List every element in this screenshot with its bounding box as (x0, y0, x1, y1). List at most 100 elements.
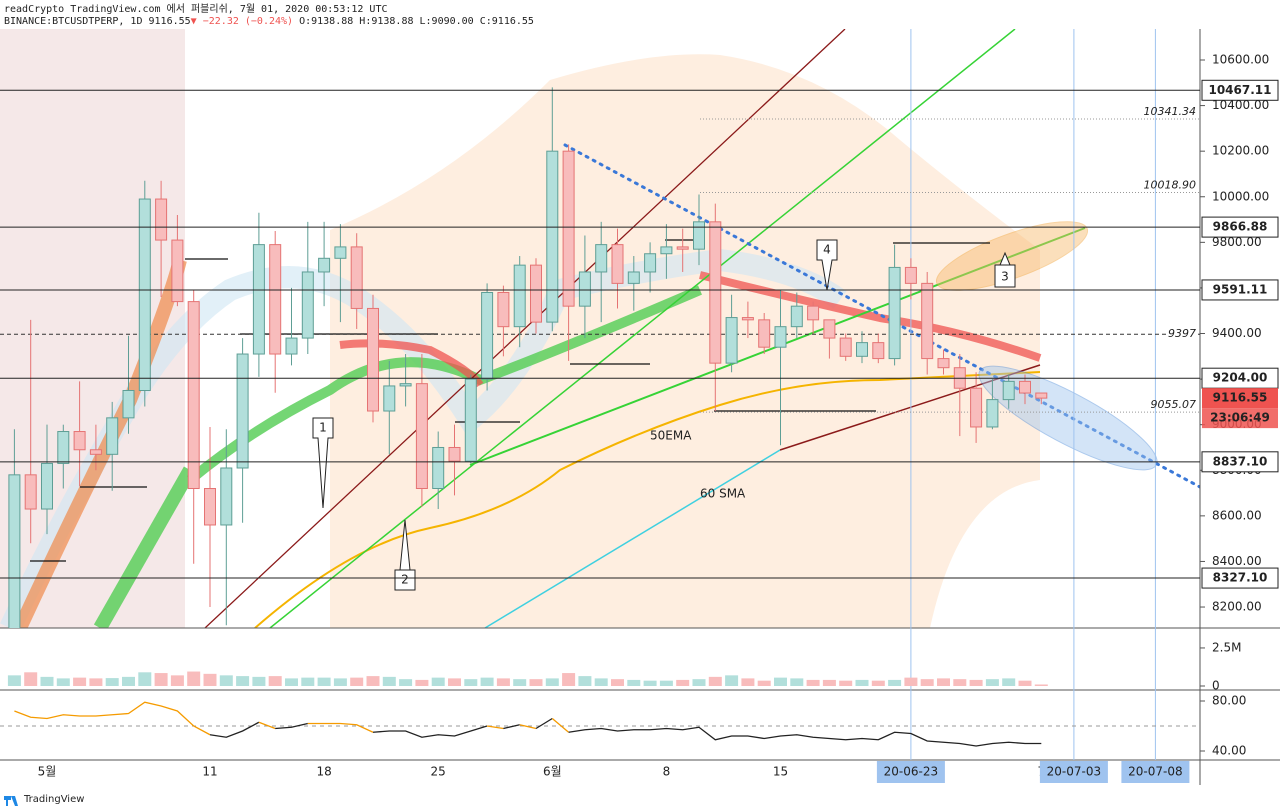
candle-body (627, 271, 640, 284)
volume-bar (464, 679, 478, 686)
candle-body (1035, 392, 1048, 399)
candle-body (122, 389, 135, 419)
volume-bar (578, 676, 592, 686)
rsi-line (551, 718, 570, 733)
volume-bar (448, 678, 461, 686)
candle-body (334, 246, 347, 259)
y-tick-label: 8400.00 (1212, 554, 1262, 568)
volume-bar (1002, 678, 1016, 686)
level-label: 9204.00 (1213, 371, 1268, 385)
volume-bar (822, 679, 836, 686)
candle-body (611, 244, 624, 284)
candle-body (513, 264, 526, 328)
x-tick-label: 11 (202, 765, 217, 779)
rsi-line (209, 721, 260, 738)
candle-body (138, 198, 151, 391)
last-price: 9116.55 23:06:49 (1202, 388, 1278, 429)
price-line-label: 9397 (1168, 327, 1196, 340)
candle-body (644, 253, 657, 273)
candle-body (24, 474, 37, 510)
candle-body (758, 319, 771, 348)
volume-bar (692, 679, 706, 686)
candle-body (448, 446, 461, 462)
candle-body (73, 431, 86, 451)
volume-bar (366, 676, 380, 686)
x-tick-label: 20-07-03 (1047, 765, 1101, 779)
callout: 1 (319, 421, 327, 435)
level-box (1201, 451, 1279, 473)
candle-body (155, 198, 168, 241)
volume-bar (203, 673, 217, 686)
volume-bar (969, 679, 983, 686)
x-tick-label: 20-06-23 (884, 765, 938, 779)
volume-bar (774, 677, 787, 686)
price-lines: 10341.34 10018.90 9397 9055.07 (0, 105, 1200, 413)
candles (8, 87, 1048, 628)
date-box (876, 761, 945, 783)
candle-body (546, 150, 559, 323)
candle-body (660, 246, 673, 255)
volume-bar (953, 679, 967, 686)
volume-bar (725, 675, 739, 686)
level-box (1201, 79, 1279, 101)
volume-bar (382, 676, 396, 686)
x-tick-label: 5월 (38, 765, 57, 779)
candle-body (530, 264, 542, 323)
candle-body (497, 291, 510, 328)
y-tick-label: 10200.00 (1212, 144, 1269, 158)
x-tick-label: 25 (431, 765, 446, 779)
volume-bar (122, 676, 135, 686)
volume-bar (138, 672, 152, 686)
volume-bar (920, 679, 934, 686)
candle-body (8, 474, 21, 628)
volume-bar (839, 680, 853, 686)
price-line-label: 10341.34 (1144, 105, 1197, 118)
rsi-line (487, 725, 504, 730)
candle-body (89, 449, 102, 455)
countdown: 23:06:49 (1210, 411, 1270, 425)
volume-bar (741, 678, 755, 686)
candle-body (106, 417, 119, 455)
candle-body (1002, 380, 1015, 401)
candle-body (367, 307, 379, 412)
label-bg (1166, 327, 1198, 341)
volume-bar (399, 679, 413, 686)
volume-bar (333, 678, 347, 686)
date-box (1121, 761, 1190, 783)
volume-bar (480, 677, 494, 686)
candle-body (269, 244, 282, 355)
candle-body (171, 239, 184, 303)
last-price-label: 9116.55 (1213, 391, 1268, 405)
x-tick-label: 18 (316, 765, 331, 779)
y-tick-label: 8600.00 (1212, 508, 1262, 522)
volume-bar (529, 679, 543, 686)
volume-bar (415, 679, 429, 686)
volume-bar (154, 673, 168, 686)
candle-body (676, 246, 689, 250)
candle-body (252, 244, 265, 355)
volume-bar (627, 679, 641, 686)
callout: 3 (1001, 270, 1009, 284)
candle-body (970, 387, 983, 428)
candle-body (774, 326, 787, 348)
rsi: 40.00 80.00 (0, 694, 1246, 758)
volume-tick-label: 2.5M (1212, 640, 1241, 654)
candle-body (807, 305, 820, 321)
volume-bar (236, 676, 250, 686)
level-label: 9591.11 (1213, 282, 1268, 296)
level-box (1201, 279, 1279, 301)
volume-bar (790, 678, 804, 686)
callout: 2 (401, 573, 409, 587)
candle-body (872, 342, 885, 360)
volume-bar (676, 679, 690, 686)
decor (0, 29, 1200, 628)
volume-bar (611, 679, 624, 686)
rsi-line (568, 726, 1042, 747)
volume-bar (708, 676, 722, 686)
price-line-label: 10018.90 (1144, 178, 1197, 191)
volume-bar (985, 679, 999, 686)
volume-bar (1034, 684, 1048, 686)
volume-bar (89, 678, 103, 686)
